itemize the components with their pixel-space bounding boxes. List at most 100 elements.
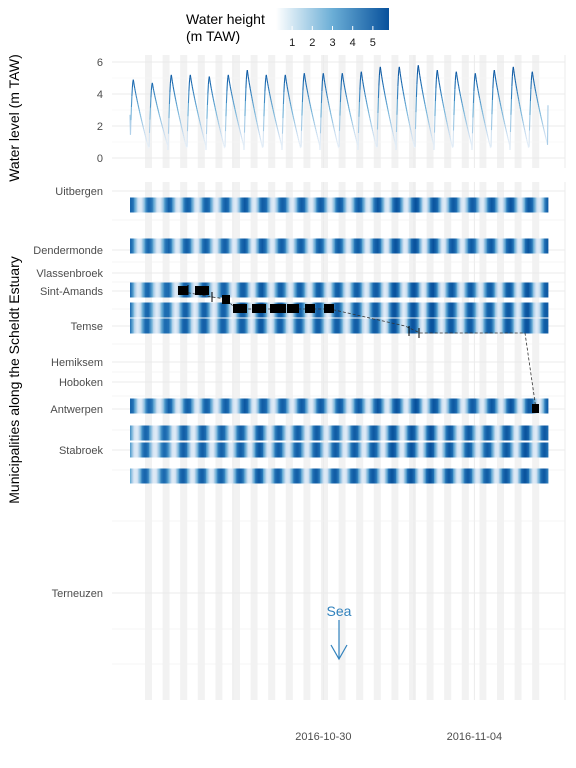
heatmap-cell — [332, 238, 334, 254]
heatmap-cell — [334, 238, 337, 254]
heatmap-cell — [330, 238, 333, 254]
heatmap-cell — [276, 238, 279, 254]
heatmap-cell — [447, 442, 450, 458]
heatmap-cell — [484, 238, 486, 254]
heatmap-cell — [334, 282, 337, 298]
heatmap-cell — [527, 398, 530, 414]
heatmap-cell — [345, 197, 348, 213]
heatmap-cell — [493, 197, 496, 213]
heatmap-cell — [157, 398, 159, 414]
heatmap-cell — [146, 302, 149, 318]
heatmap-cell — [339, 398, 341, 414]
heatmap-cell — [192, 238, 195, 254]
heatmap-cell — [158, 398, 161, 414]
heatmap-cell — [404, 197, 406, 213]
heatmap-cell — [191, 425, 193, 441]
heatmap-cell — [491, 468, 493, 484]
heatmap-cell — [343, 197, 345, 213]
heatmap-cell — [482, 238, 485, 254]
heatmap-cell — [237, 442, 239, 458]
detection-mark — [324, 304, 334, 313]
heatmap-cell — [359, 302, 362, 318]
heatmap-cell — [505, 442, 508, 458]
heatmap-cell — [222, 425, 225, 441]
heatmap-cell — [235, 197, 238, 213]
heatmap-cell — [132, 425, 135, 441]
heatmap-cell — [305, 442, 307, 458]
heatmap-cell — [311, 238, 314, 254]
heatmap-cell — [348, 238, 351, 254]
heatmap-cell — [531, 425, 534, 441]
heatmap-cell — [467, 302, 470, 318]
heatmap-cell — [435, 468, 438, 484]
heatmap-cell — [362, 197, 364, 213]
heatmap-cell — [131, 238, 134, 254]
heatmap-cell — [207, 318, 210, 334]
heatmap-cell — [500, 197, 503, 213]
detection-mark — [222, 295, 230, 304]
heatmap-cell — [462, 468, 465, 484]
heatmap-cell — [473, 468, 476, 484]
heatmap-cell — [157, 282, 159, 298]
heatmap-cell — [451, 425, 454, 441]
heatmap-cell — [166, 282, 169, 298]
heatmap-cell — [291, 468, 294, 484]
heatmap-cell — [315, 302, 318, 318]
heatmap-cell — [537, 197, 539, 213]
heatmap-cell — [421, 197, 424, 213]
heatmap-cell — [162, 197, 165, 213]
heatmap-cell — [172, 468, 174, 484]
heatmap-cell — [370, 318, 372, 334]
heatmap-cell — [223, 197, 226, 213]
heatmap-cell — [512, 318, 515, 334]
heatmap-cell — [332, 425, 334, 441]
heatmap-cell — [256, 318, 258, 334]
heatmap-cell — [177, 238, 180, 254]
heatmap-cell — [488, 442, 491, 458]
heatmap-cell — [377, 197, 379, 213]
heatmap-cell — [193, 318, 196, 334]
heatmap-cell — [379, 197, 382, 213]
heatmap-cell — [169, 238, 172, 254]
heatmap-cell — [311, 468, 314, 484]
heatmap-cell — [218, 238, 220, 254]
heatmap-cell — [349, 238, 352, 254]
heatmap-cell — [210, 425, 212, 441]
heatmap-cell — [245, 468, 248, 484]
heatmap-cell — [370, 302, 372, 318]
heatmap-cell — [438, 238, 440, 254]
heatmap-cell — [130, 468, 132, 484]
heatmap-cell — [533, 238, 535, 254]
heatmap-cell — [193, 398, 196, 414]
heatmap-cell — [226, 302, 229, 318]
heatmap-cell — [344, 442, 347, 458]
heatmap-cell — [507, 425, 510, 441]
heatmap-cell — [478, 282, 481, 298]
heatmap-cell — [134, 238, 136, 254]
heatmap-cell — [187, 425, 189, 441]
heatmap-cell — [419, 302, 421, 318]
heatmap-cell — [261, 425, 264, 441]
heatmap-cell — [424, 302, 427, 318]
heatmap-cell — [505, 425, 508, 441]
heatmap-cell — [520, 398, 523, 414]
heatmap-cell — [268, 302, 271, 318]
heatmap-cell — [197, 442, 200, 458]
heatmap-cell — [299, 468, 302, 484]
heatmap-cell — [499, 302, 501, 318]
heatmap-cell — [368, 425, 371, 441]
heatmap-cell — [405, 398, 408, 414]
heatmap-cell — [386, 318, 389, 334]
night-band — [250, 182, 258, 700]
heatmap-cell — [322, 302, 325, 318]
heatmap-cell — [480, 318, 482, 334]
heatmap-cell — [301, 282, 303, 298]
heatmap-cell — [428, 318, 431, 334]
heatmap-cell — [287, 468, 290, 484]
heatmap-cell — [541, 468, 543, 484]
heatmap-cell — [419, 318, 421, 334]
heatmap-cell — [431, 398, 434, 414]
heatmap-cell — [292, 468, 295, 484]
heatmap-cell — [322, 282, 325, 298]
heatmap-cell — [315, 197, 318, 213]
